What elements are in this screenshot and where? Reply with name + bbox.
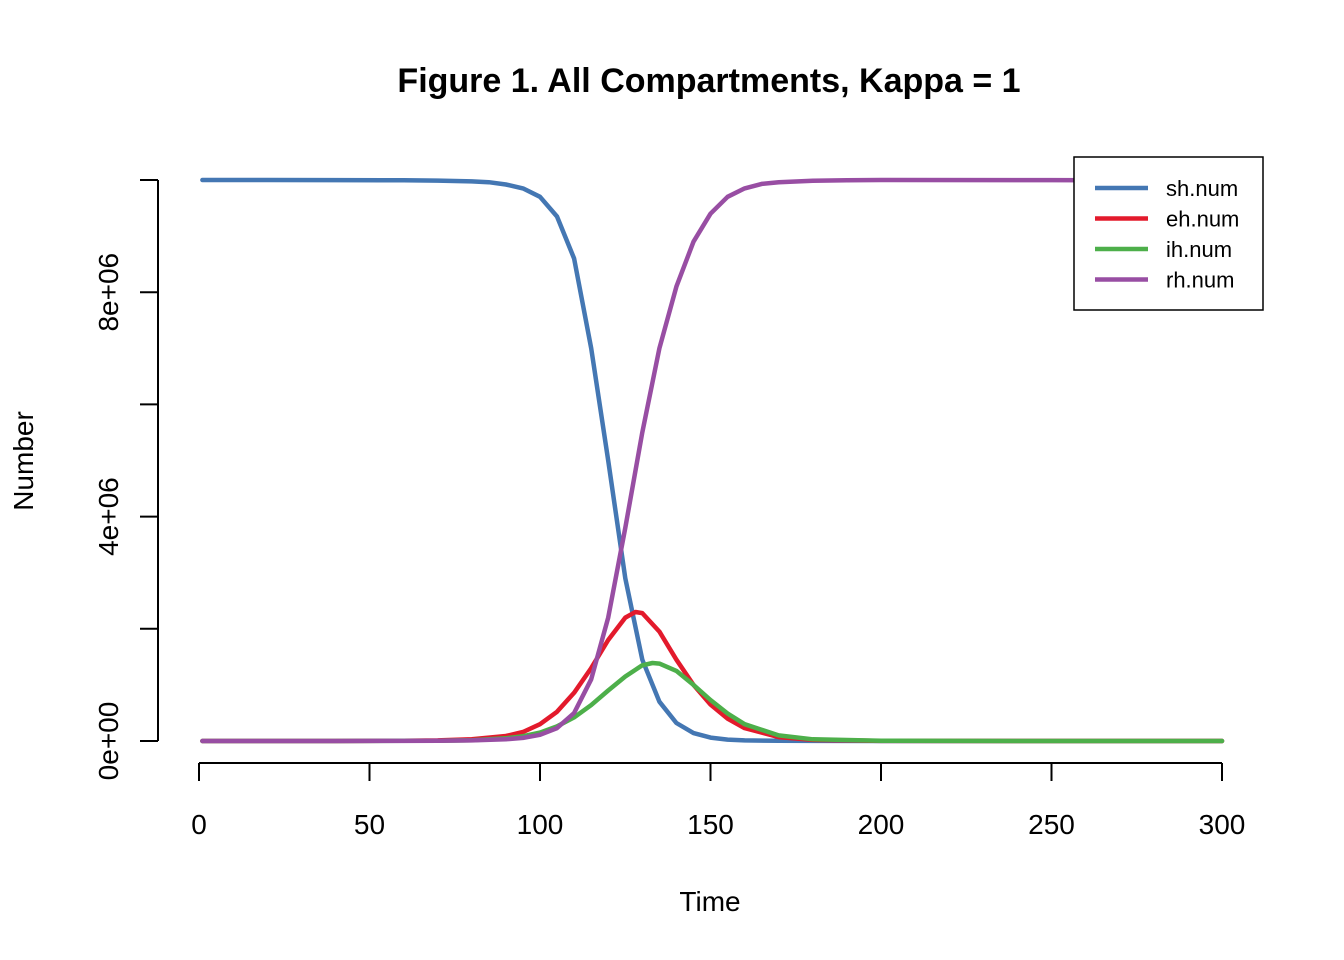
x-tick-label: 50 (354, 809, 385, 840)
series-line-ih-num (200, 660, 1225, 744)
x-tick-label: 0 (191, 809, 207, 840)
chart-title: Figure 1. All Compartments, Kappa = 1 (397, 62, 1020, 100)
series-line-rh-num (200, 177, 1225, 744)
legend-label-ih-num: ih.num (1166, 237, 1232, 262)
series-group (200, 177, 1225, 744)
y-tick-label: 0e+00 (93, 702, 124, 781)
x-axis-title: Time (679, 886, 740, 917)
x-tick-label: 300 (1199, 809, 1246, 840)
x-tick-label: 250 (1028, 809, 1075, 840)
legend-label-rh-num: rh.num (1166, 268, 1234, 293)
x-tick-label: 100 (517, 809, 564, 840)
x-ticks: 0 50 100 150 200 250 300 (191, 763, 1245, 840)
legend-box (1073, 156, 1264, 311)
series-line-eh-num (200, 609, 1225, 744)
y-ticks: 0e+00 4e+06 8e+06 (93, 179, 158, 781)
y-tick-label: 8e+06 (93, 253, 124, 332)
legend-label-eh-num: eh.num (1166, 207, 1239, 232)
y-tick-label: 4e+06 (93, 477, 124, 556)
x-tick-label: 200 (858, 809, 905, 840)
legend: sh.num eh.num ih.num rh.num (1073, 156, 1264, 311)
y-axis-title: Number (8, 411, 39, 511)
series-line-sh-num (200, 177, 1225, 744)
legend-label-sh-num: sh.num (1166, 176, 1238, 201)
x-tick-label: 150 (687, 809, 734, 840)
